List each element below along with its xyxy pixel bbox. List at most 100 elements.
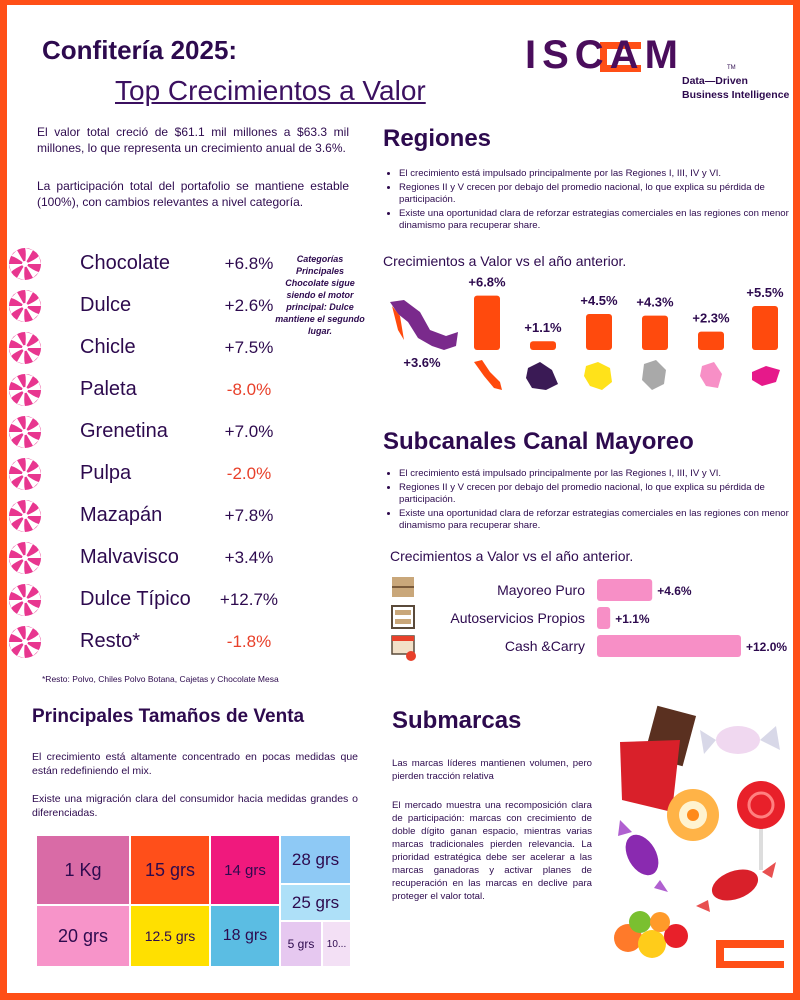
treemap-cell: 5 grs xyxy=(281,922,321,966)
candy-icon-swirl xyxy=(11,376,25,390)
category-growth: -2.0% xyxy=(226,464,272,483)
bar-category: Autoservicios Propios xyxy=(450,610,585,626)
paragraph: La participación total del portafolio se… xyxy=(37,179,349,209)
bullet: El crecimiento está impulsado principalm… xyxy=(399,168,791,181)
category-growth: +12.7% xyxy=(219,590,279,609)
category-name: Pulpa xyxy=(80,462,132,484)
paragraph: Existe una migración clara del consumido… xyxy=(32,793,358,819)
candy-icon-swirl xyxy=(25,634,41,642)
candy-icon-swirl xyxy=(25,466,41,474)
chart-title: Crecimientos a Valor vs el año anterior. xyxy=(390,548,634,564)
bullet-list: El crecimiento está impulsado principalm… xyxy=(385,468,793,534)
bar-label: +1.1% xyxy=(524,320,562,335)
footnote: *Resto: Polvo, Chiles Polvo Botana, Caje… xyxy=(42,674,279,684)
candy-icon-center xyxy=(22,513,28,519)
paragraph: El valor total creció de $61.1 mil millo… xyxy=(37,125,349,155)
candy-icon-swirl xyxy=(11,544,25,558)
treemap-cell: 1 Kg xyxy=(37,836,129,904)
candy-icon-swirl xyxy=(25,592,41,600)
candy-icon-swirl xyxy=(9,516,25,524)
candy-icon-swirl xyxy=(9,474,25,482)
candy-icon-swirl xyxy=(25,583,33,600)
bar xyxy=(752,306,778,350)
category-growth: -8.0% xyxy=(226,380,272,399)
category-growth: +7.0% xyxy=(224,422,274,441)
candy-icon-swirl xyxy=(17,348,25,365)
candy-icon-swirl xyxy=(25,457,33,474)
category-row: Paleta -8.0% xyxy=(36,372,316,408)
candy-icon-swirl xyxy=(11,628,25,642)
bullet: Existe una oportunidad clara de reforzar… xyxy=(399,208,791,233)
category-name: Resto* xyxy=(80,630,141,652)
category-name: Malvavisco xyxy=(80,546,179,568)
category-row: Chocolate +6.8% xyxy=(36,246,316,282)
category-growth: +6.8% xyxy=(224,254,274,273)
region-map xyxy=(526,362,558,390)
category-row: Dulce Típico +12.7% xyxy=(36,582,316,618)
red-candy xyxy=(696,862,776,912)
candy-icon-swirl xyxy=(11,250,25,264)
candy-icon-swirl xyxy=(25,642,39,656)
corner-bracket xyxy=(716,940,784,968)
candy-icon-center xyxy=(22,555,28,561)
bar-label: +4.3% xyxy=(636,295,674,310)
bar xyxy=(698,331,724,350)
title: Confitería 2025: xyxy=(42,35,238,65)
bar-label: +12.0% xyxy=(746,640,787,654)
region-map xyxy=(752,366,780,386)
candy-icon-swirl xyxy=(25,298,41,306)
category-name: Dulce Típico xyxy=(80,588,191,610)
candy-icon-swirl xyxy=(17,431,25,449)
candy-icon-swirl xyxy=(25,499,33,516)
section-title: Principales Tamaños de Venta xyxy=(32,706,305,727)
bar xyxy=(597,635,741,657)
candy-icon-swirl xyxy=(25,508,41,516)
candy-icon-swirl xyxy=(25,474,39,488)
bar-category: Cash &Carry xyxy=(505,638,585,654)
sizes-text: El crecimiento está altamente concentrad… xyxy=(32,750,358,834)
candy-icon-swirl xyxy=(9,558,25,566)
bar-label: +2.3% xyxy=(692,311,730,326)
candy-icon-swirl xyxy=(25,516,39,530)
bar xyxy=(586,314,612,350)
icon-shelf xyxy=(391,605,415,629)
candy-icon-swirl xyxy=(11,418,25,432)
candy-icon-swirl xyxy=(25,382,41,390)
treemap-cell: 14 grs xyxy=(211,836,279,904)
paragraph: El mercado muestra una recomposición cla… xyxy=(392,800,592,902)
bar-label: +4.5% xyxy=(580,293,618,308)
candy-icon-swirl xyxy=(9,390,25,398)
subtitle: Top Crecimientos a Valor xyxy=(115,75,426,106)
section-title: Submarcas xyxy=(392,707,522,734)
candy-icon-center xyxy=(22,429,28,435)
category-row: Grenetina +7.0% xyxy=(36,414,316,450)
candy-icon-swirl xyxy=(25,424,41,432)
section-title: Regiones xyxy=(383,125,492,152)
logo-mark: TM xyxy=(727,65,736,71)
category-growth: +3.4% xyxy=(224,548,274,567)
candy-icon-swirl xyxy=(17,558,25,575)
category-row: Dulce +2.6% xyxy=(36,288,316,324)
chocolate-bar xyxy=(620,705,697,812)
category-row: Mazapán +7.8% xyxy=(36,498,316,534)
bar-category: Mayoreo Puro xyxy=(497,582,585,598)
purple-candy xyxy=(618,820,668,892)
candy-icon-swirl xyxy=(25,541,33,558)
candy-icon-swirl xyxy=(17,473,25,491)
paragraph: El crecimiento está altamente concentrad… xyxy=(32,751,358,777)
candy-icon-swirl xyxy=(11,334,25,348)
candy-icon-swirl xyxy=(17,306,25,323)
icon-store xyxy=(391,635,416,661)
candy-icon-swirl xyxy=(17,642,25,659)
treemap-cell: 18 grs xyxy=(211,906,279,966)
category-row: Chicle +7.5% xyxy=(36,330,316,366)
candy-icon-center xyxy=(22,303,28,309)
category-row: Resto* -1.8% xyxy=(36,624,316,660)
tagline: Business Intelligence xyxy=(682,89,790,101)
candy-icon-swirl xyxy=(17,516,25,533)
national-map xyxy=(390,300,458,350)
candy-icon-swirl xyxy=(17,600,25,617)
chart-title: Crecimientos a Valor vs el año anterior. xyxy=(383,253,627,269)
